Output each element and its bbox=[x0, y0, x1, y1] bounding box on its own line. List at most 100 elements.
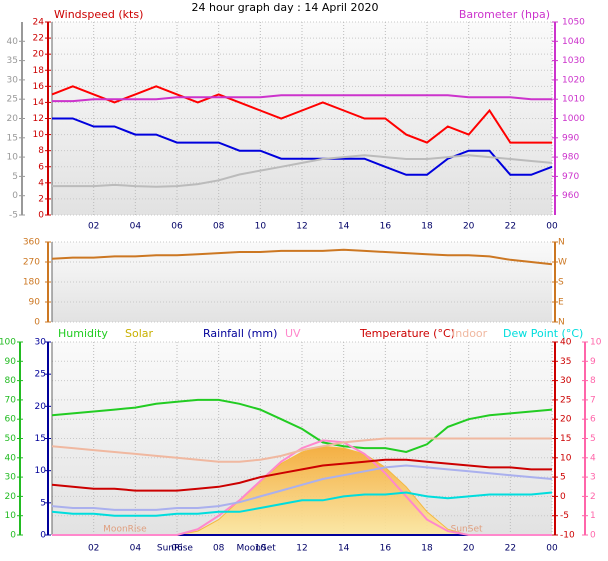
y2-tick-label: 25 bbox=[560, 395, 571, 405]
x-event: SunRise bbox=[157, 544, 194, 554]
y2-tick-label: 1010 bbox=[562, 95, 585, 105]
y-tick-label: 20 bbox=[5, 492, 17, 502]
legend-label: Solar bbox=[125, 327, 154, 340]
x-tick-label: 00 bbox=[546, 544, 558, 554]
y-tick-label: 70 bbox=[5, 395, 17, 405]
x-tick-label: 02 bbox=[88, 222, 99, 232]
y3-tick-label: 10 bbox=[35, 466, 47, 476]
line bbox=[52, 94, 552, 103]
line bbox=[51, 437, 552, 463]
y3-tick-label: 35 bbox=[7, 56, 18, 66]
y2-tick-label: 10 bbox=[560, 453, 572, 463]
y-tick-label: 20 bbox=[33, 50, 45, 60]
x-tick-label: 16 bbox=[380, 544, 392, 554]
y4-tick-label: 4 bbox=[590, 453, 596, 463]
y-tick-label: 40 bbox=[5, 453, 17, 463]
y4-tick-label: 6 bbox=[590, 415, 596, 425]
y2-tick-label: 0 bbox=[560, 492, 566, 502]
y2-tick-label: 970 bbox=[562, 172, 579, 182]
x-tick-label: 18 bbox=[421, 544, 433, 554]
y2-tick-label: N bbox=[558, 238, 565, 248]
y2-tick-label: 1030 bbox=[562, 56, 585, 66]
y-tick-label: 14 bbox=[33, 98, 45, 108]
y4-tick-label: 1 bbox=[590, 511, 596, 521]
y2-tick-label: 35 bbox=[560, 357, 571, 367]
y2-tick-label: -10 bbox=[560, 531, 575, 541]
x-tick-label: 06 bbox=[171, 222, 183, 232]
x-tick-label: 08 bbox=[213, 544, 225, 554]
y2-tick-label: -5 bbox=[560, 511, 569, 521]
y-axis-label: Windspeed (kts) bbox=[54, 8, 143, 21]
x-tick-label: 20 bbox=[463, 222, 475, 232]
y2-tick-label: 20 bbox=[560, 415, 572, 425]
y4-tick-label: 7 bbox=[590, 395, 596, 405]
x-tick-label: 14 bbox=[338, 544, 350, 554]
x-tick-label: 20 bbox=[463, 544, 475, 554]
annotation: SunSet bbox=[451, 525, 483, 535]
x-tick-label: 16 bbox=[380, 222, 392, 232]
y-tick-label: 10 bbox=[33, 130, 45, 140]
x-tick-label: 04 bbox=[130, 544, 142, 554]
y-tick-label: 0 bbox=[10, 531, 16, 541]
x-tick-label: 02 bbox=[88, 544, 99, 554]
x-tick-label: 00 bbox=[546, 222, 558, 232]
line bbox=[52, 439, 552, 536]
y-tick-label: 24 bbox=[33, 18, 45, 28]
y3-tick-label: 40 bbox=[7, 37, 19, 47]
line bbox=[52, 117, 553, 176]
y2-tick-label: 30 bbox=[560, 376, 572, 386]
y4-tick-label: 0 bbox=[590, 531, 596, 541]
y-tick-label: 80 bbox=[5, 376, 17, 386]
line bbox=[52, 154, 553, 188]
y2-axis-label: Barometer (hpa) bbox=[459, 8, 550, 21]
y2-tick-label: 15 bbox=[560, 434, 571, 444]
y-tick-label: 0 bbox=[34, 318, 40, 328]
x-tick-label: 04 bbox=[130, 222, 142, 232]
y2-tick-label: N bbox=[558, 318, 565, 328]
y4-tick-label: 9 bbox=[590, 357, 596, 367]
y-tick-label: 6 bbox=[38, 162, 44, 172]
y-tick-label: 100 bbox=[0, 338, 16, 348]
line bbox=[51, 491, 553, 517]
line bbox=[51, 464, 553, 511]
chart-title: 24 hour graph day : 14 April 2020 bbox=[192, 1, 379, 14]
y2-tick-label: E bbox=[558, 298, 564, 308]
y-tick-label: 16 bbox=[33, 82, 45, 92]
y-tick-label: 12 bbox=[33, 114, 44, 124]
y3-tick-label: 20 bbox=[7, 114, 19, 124]
y2-tick-label: S bbox=[558, 278, 564, 288]
y3-tick-label: 15 bbox=[7, 133, 18, 143]
y-tick-label: 4 bbox=[38, 178, 44, 188]
line bbox=[51, 458, 552, 492]
y3-tick-label: 10 bbox=[7, 153, 19, 163]
y2-tick-label: W bbox=[558, 258, 567, 268]
y2-tick-label: 1050 bbox=[562, 18, 585, 28]
y2-tick-label: 1000 bbox=[562, 114, 585, 124]
y-tick-label: 0 bbox=[38, 211, 44, 221]
x-tick-label: 08 bbox=[213, 222, 225, 232]
y-tick-label: 18 bbox=[33, 66, 45, 76]
y3-tick-label: 30 bbox=[7, 75, 19, 85]
x-tick-label: 10 bbox=[255, 544, 267, 554]
y-tick-label: 30 bbox=[5, 473, 17, 483]
x-tick-label: 18 bbox=[421, 222, 433, 232]
y3-tick-label: 20 bbox=[35, 402, 47, 412]
line bbox=[51, 398, 553, 454]
y3-tick-label: 30 bbox=[35, 338, 47, 348]
y3-tick-label: -5 bbox=[9, 211, 18, 221]
legend-label: Indoor bbox=[452, 327, 488, 340]
legend-label: Dew Point (°C) bbox=[503, 327, 583, 340]
y4-tick-label: 8 bbox=[590, 376, 596, 386]
y-tick-label: 22 bbox=[33, 34, 44, 44]
y2-tick-label: 1040 bbox=[562, 37, 585, 47]
y-tick-label: 90 bbox=[29, 298, 41, 308]
line bbox=[51, 85, 552, 144]
legend-label: UV bbox=[285, 327, 301, 340]
y-tick-label: 10 bbox=[5, 511, 17, 521]
x-tick-label: 12 bbox=[296, 222, 307, 232]
y2-tick-label: 5 bbox=[560, 473, 566, 483]
y3-tick-label: 15 bbox=[35, 434, 46, 444]
y-tick-label: 60 bbox=[5, 415, 17, 425]
x-tick-label: 12 bbox=[296, 544, 307, 554]
